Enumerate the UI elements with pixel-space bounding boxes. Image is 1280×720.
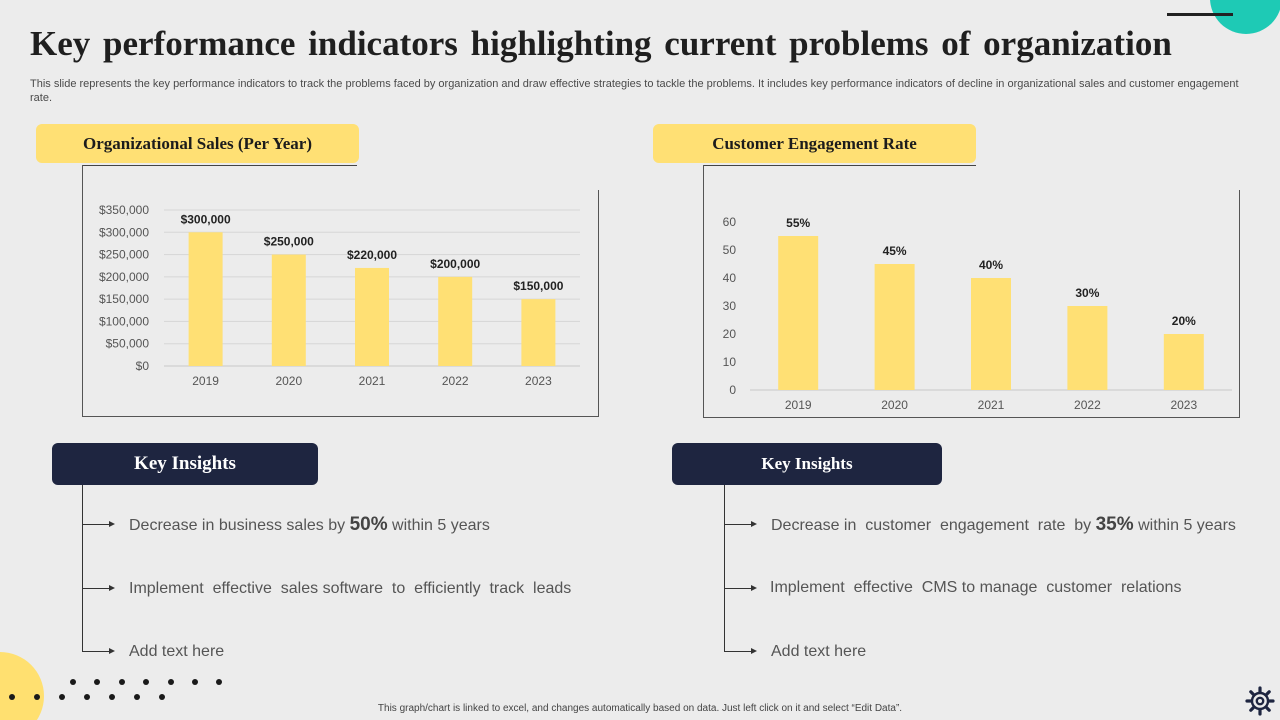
sales-data-label: $220,000	[347, 248, 397, 262]
engagement-insights-title: Key Insights	[672, 443, 942, 485]
page-title: Key performance indicators highlighting …	[30, 24, 1172, 63]
sales-box-right-edge	[598, 190, 599, 417]
engagement-data-label: 45%	[883, 244, 907, 258]
engagement-xtick-label: 2022	[1074, 398, 1101, 412]
engagement-insights-connector	[724, 485, 725, 652]
engagement-ytick-label: 50	[723, 243, 737, 257]
decorative-dot	[94, 679, 100, 685]
sales-xtick-label: 2019	[192, 374, 219, 388]
arrow-icon	[83, 521, 115, 527]
engagement-insight-1-pct: 35%	[1095, 514, 1134, 535]
sales-data-label: $150,000	[513, 279, 563, 293]
gear-icon[interactable]	[1244, 685, 1276, 717]
arrow-icon	[83, 585, 115, 591]
engagement-ytick-label: 40	[723, 271, 737, 285]
decorative-dot	[59, 694, 65, 700]
sales-bar-2023	[521, 299, 556, 366]
sales-chart-header: Organizational Sales (Per Year)	[36, 124, 359, 163]
sales-box-left-edge	[82, 165, 83, 417]
sales-ytick-label: $200,000	[99, 270, 149, 284]
sales-xtick-label: 2023	[525, 374, 552, 388]
engagement-bar-chart: 0 10 20 30 40 50 60 55% 2019 45% 2020 40% 2021 30% 202…	[723, 215, 1232, 412]
sales-bar-chart: $0 $50,000 $100,000 $150,000 $200,000 $250,00…	[99, 203, 580, 388]
engagement-ytick-label: 60	[723, 215, 737, 229]
sales-ytick-label: $100,000	[99, 314, 149, 328]
engagement-xtick-label: 2023	[1170, 398, 1197, 412]
engagement-data-label: 40%	[979, 258, 1003, 272]
engagement-data-label: 55%	[786, 216, 810, 230]
sales-ytick-label: $150,000	[99, 292, 149, 306]
decorative-dot	[216, 679, 222, 685]
engagement-insight-1-pre: Decrease in customer engagement rate by	[771, 517, 1096, 534]
decorative-dot	[34, 694, 40, 700]
engagement-insight-1-post: within 5 years	[1133, 517, 1236, 534]
teal-corner-circle	[1210, 0, 1280, 34]
engagement-ytick-label: 0	[729, 383, 736, 397]
sales-header-underline	[82, 165, 357, 166]
arrow-icon	[725, 521, 757, 527]
sales-insight-1-pct: 50%	[349, 514, 388, 535]
sales-ytick-label: $250,000	[99, 248, 149, 262]
sales-ytick-label: $300,000	[99, 225, 149, 239]
engagement-data-label: 20%	[1172, 314, 1196, 328]
sales-xtick-label: 2020	[275, 374, 302, 388]
sales-bar-2020	[271, 254, 306, 366]
arrow-icon	[725, 585, 757, 591]
sales-xtick-label: 2022	[442, 374, 469, 388]
engagement-chart-header: Customer Engagement Rate	[653, 124, 976, 163]
page-subtitle: This slide represents the key performanc…	[30, 78, 1239, 104]
sales-xtick-label: 2021	[359, 374, 386, 388]
engagement-xtick-label: 2019	[785, 398, 812, 412]
top-accent-bar	[1167, 13, 1233, 16]
decorative-dot	[70, 679, 76, 685]
sales-ytick-label: $50,000	[106, 337, 150, 351]
sales-data-label: $200,000	[430, 257, 480, 271]
sales-insight-1-post: within 5 years	[387, 517, 490, 534]
engagement-xtick-label: 2020	[881, 398, 908, 412]
sales-insights-title: Key Insights	[52, 443, 318, 485]
engagement-ytick-label: 10	[723, 355, 737, 369]
decorative-dot	[168, 679, 174, 685]
sales-bar-2022	[438, 276, 473, 366]
engagement-bar-2019	[778, 236, 819, 390]
decorative-dot	[192, 679, 198, 685]
engagement-header-underline	[703, 165, 976, 166]
decorative-dot	[84, 694, 90, 700]
engagement-bar-2022	[1067, 306, 1108, 390]
sales-insight-3[interactable]: Add text here	[129, 643, 225, 660]
engagement-insight-1: Decrease in customer engagement rate by …	[771, 514, 1236, 536]
engagement-bar-2021	[971, 278, 1011, 390]
engagement-box-right-edge	[1239, 190, 1240, 418]
arrow-icon	[83, 648, 115, 654]
decorative-dot	[159, 694, 165, 700]
engagement-ytick-label: 30	[723, 299, 737, 313]
sales-insight-2: Implement effective sales software to ef…	[129, 580, 572, 597]
engagement-box-left-edge	[703, 165, 704, 418]
engagement-xtick-label: 2021	[978, 398, 1005, 412]
sales-data-label: $250,000	[264, 235, 314, 249]
sales-ytick-label: $350,000	[99, 203, 149, 217]
engagement-data-label: 30%	[1075, 286, 1099, 300]
sales-data-label: $300,000	[181, 212, 231, 226]
sales-box-bottom-edge	[82, 416, 599, 417]
sales-insights-connector	[82, 485, 83, 652]
engagement-insight-2: Implement effective CMS to manage custom…	[770, 579, 1182, 596]
decorative-dot	[143, 679, 149, 685]
engagement-bar-2023	[1163, 334, 1204, 390]
engagement-box-bottom-edge	[703, 417, 1240, 418]
sales-bar-2021	[355, 267, 389, 366]
sales-bar-2019	[188, 232, 223, 366]
engagement-bar-2020	[874, 264, 915, 390]
decorative-dot	[109, 694, 115, 700]
decorative-dot	[9, 694, 15, 700]
sales-ytick-label: $0	[136, 359, 150, 373]
decorative-dot	[134, 694, 140, 700]
sales-insight-1: Decrease in business sales by 50% within…	[129, 514, 490, 536]
footer-note: This graph/chart is linked to excel, and…	[377, 703, 903, 714]
decorative-dot	[119, 679, 125, 685]
engagement-insight-3[interactable]: Add text here	[771, 643, 867, 660]
arrow-icon	[725, 648, 757, 654]
sales-insight-1-pre: Decrease in business sales by	[129, 517, 350, 534]
engagement-ytick-label: 20	[723, 327, 737, 341]
